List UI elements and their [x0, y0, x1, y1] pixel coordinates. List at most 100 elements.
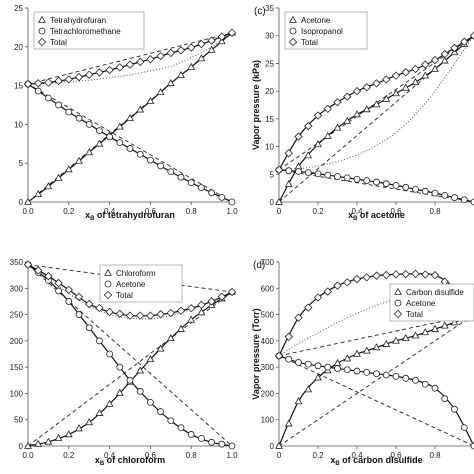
- y-axis-label: Vapor pressure (Torr): [251, 308, 261, 399]
- y-tick-label: 10: [265, 143, 274, 152]
- data-point-circle: [295, 359, 302, 366]
- data-point-diamond: [74, 72, 84, 82]
- data-point-triangle: [44, 182, 53, 190]
- data-point-circle: [45, 94, 52, 102]
- legend-marker-triangle: [104, 268, 112, 276]
- y-tick-label: 20: [265, 87, 274, 96]
- legend: Carbon disulfide Acetone Total: [389, 283, 474, 322]
- x-tick-label: 0.2: [63, 207, 75, 216]
- data-point-circle: [402, 374, 410, 382]
- x-tick-label: 0.6: [390, 451, 402, 460]
- model-dotted-curve: [27, 32, 233, 85]
- ideal-line-total: [27, 264, 233, 293]
- data-point-circle: [146, 156, 154, 164]
- data-point-triangle: [333, 358, 342, 367]
- data-point-diamond: [469, 31, 474, 40]
- y-tick-label: 35: [265, 4, 274, 13]
- data-point-circle: [451, 405, 458, 413]
- data-point-diamond: [343, 278, 352, 287]
- data-point-circle: [55, 101, 62, 109]
- data-point-circle: [382, 371, 390, 379]
- x-tick-label: 0.8: [186, 207, 198, 216]
- data-point-diamond: [115, 309, 124, 318]
- data-point-triangle: [177, 70, 185, 78]
- x-tick-label: 0.8: [429, 451, 441, 460]
- legend-entry: Total: [301, 38, 318, 47]
- legend-marker-triangle: [394, 287, 402, 295]
- x-tick-label: 0.4: [351, 451, 363, 460]
- data-point-circle: [304, 360, 312, 368]
- data-point-circle: [392, 181, 400, 189]
- chart-panel-3: 0 50 100 150 200 250 300 350 0.0 0.2 0.4 0.6 0.8 1.0 x…: [10, 258, 238, 467]
- data-point-diamond: [333, 281, 342, 290]
- data-point-diamond: [136, 311, 145, 320]
- data-point-triangle: [362, 346, 371, 354]
- legend-marker-circle: [289, 27, 297, 35]
- y-tick-label: 300: [10, 284, 24, 293]
- data-point-diamond: [343, 92, 352, 101]
- data-point-diamond: [450, 43, 459, 53]
- data-point-diamond: [44, 272, 53, 281]
- legend-entry: Total: [406, 310, 423, 319]
- data-point-circle: [85, 121, 93, 128]
- ideal-line-total: [278, 35, 474, 171]
- legend-marker-diamond: [37, 37, 47, 47]
- legend-entry: Isopropanol: [301, 27, 343, 36]
- ideal-line-total: [27, 32, 233, 85]
- data-point-circle: [167, 168, 175, 176]
- data-point-diamond: [227, 287, 237, 297]
- data-point-circle: [314, 170, 322, 178]
- data-point-circle: [96, 337, 103, 345]
- data-point-circle: [116, 363, 124, 371]
- data-point-circle: [157, 162, 165, 170]
- data-point-circle: [106, 133, 113, 141]
- x-tick-label: 0.4: [104, 207, 116, 216]
- data-point-triangle: [392, 336, 400, 344]
- data-point-circle: [373, 370, 380, 378]
- data-point-diamond: [430, 270, 440, 280]
- data-point-circle: [106, 350, 113, 358]
- data-point-triangle: [362, 105, 371, 113]
- data-point-circle: [146, 398, 154, 406]
- data-point-diamond: [460, 37, 469, 46]
- x-tick-label: 0.4: [104, 451, 116, 460]
- legend-entry: Chloroform: [116, 269, 156, 278]
- data-point-circle: [343, 366, 351, 374]
- data-point-diamond: [156, 310, 165, 319]
- x-tick-label: 0.0: [22, 207, 34, 216]
- data-point-diamond: [34, 79, 43, 88]
- data-point-circle: [208, 438, 216, 446]
- data-point-diamond: [23, 260, 33, 269]
- y-tick-label: 500: [261, 311, 275, 320]
- y-tick-label: 10: [14, 120, 23, 129]
- data-point-diamond: [105, 65, 114, 75]
- y-tick-label: 700: [261, 258, 275, 267]
- data-point-diamond: [294, 132, 303, 141]
- data-point-triangle: [314, 373, 322, 381]
- data-point-circle: [314, 362, 322, 370]
- data-point-triangle: [343, 116, 352, 124]
- y-tick-label: 300: [261, 363, 275, 372]
- data-point-diamond: [207, 36, 216, 45]
- data-point-triangle: [166, 79, 175, 87]
- legend-entry: Acetone: [301, 16, 331, 25]
- data-point-triangle: [392, 89, 400, 97]
- data-point-triangle: [197, 54, 206, 62]
- data-point-circle: [382, 180, 390, 188]
- x-tick-label: 0.8: [186, 451, 198, 460]
- data-point-triangle: [95, 139, 104, 147]
- data-point-circle: [126, 145, 134, 152]
- data-point-diamond: [125, 60, 135, 69]
- data-point-circle: [136, 387, 144, 395]
- data-point-circle: [353, 175, 361, 183]
- data-point-diamond: [391, 71, 401, 80]
- data-point-circle: [343, 174, 351, 182]
- y-tick-label: 5: [19, 159, 24, 168]
- data-point-circle: [187, 431, 195, 438]
- y-tick-label: 0: [19, 198, 24, 207]
- data-point-circle: [441, 395, 449, 403]
- chart-panel-1: 0 5 10 15 20 25 0.0 0.2 0.4 0.6 0.8 1.0 xB of tetrah…: [14, 4, 238, 222]
- data-point-diamond: [207, 297, 216, 306]
- y-tick-label: 350: [10, 258, 24, 267]
- data-point-triangle: [166, 334, 175, 342]
